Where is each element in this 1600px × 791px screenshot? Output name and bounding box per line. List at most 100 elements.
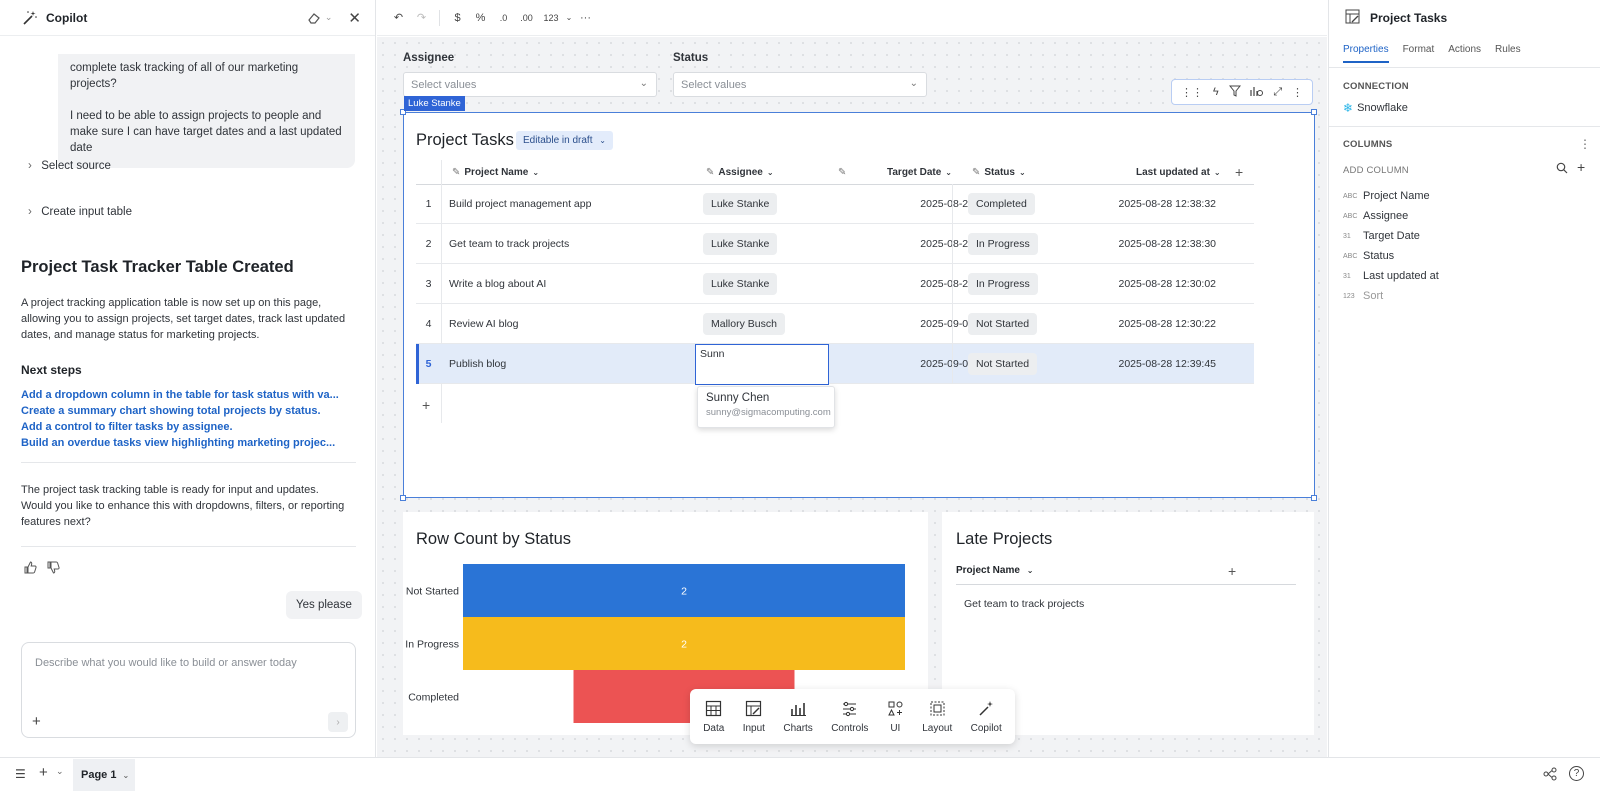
chart-bar[interactable] — [463, 617, 905, 670]
tab-actions[interactable]: Actions — [1448, 44, 1482, 55]
number-format-button[interactable]: 123 — [543, 12, 559, 23]
dock-ui-button[interactable]: UI — [887, 700, 904, 734]
cell-assignee[interactable]: Mallory Busch — [703, 304, 823, 344]
step-create-input-table[interactable]: › Create input table — [28, 206, 132, 218]
help-icon[interactable]: ? — [1569, 766, 1584, 781]
table-row[interactable]: 2 Get team to track projects Luke Stanke 20… — [416, 224, 1254, 264]
next-step-link[interactable]: Add a dropdown column in the table for t… — [21, 389, 339, 401]
more-vertical-icon[interactable]: ⋮ — [1292, 86, 1304, 99]
cell-status[interactable]: In Progress — [968, 224, 1088, 264]
status-filter-select[interactable]: Select values ⌄ — [673, 72, 927, 97]
decrease-decimal-button[interactable]: .0 — [499, 12, 508, 23]
table-row[interactable]: 5 Publish blog 2025-09-03 Not Started 2025-0… — [416, 344, 1254, 384]
cell-target-date[interactable]: 2025-08-26 — [836, 184, 974, 224]
row-number[interactable]: 4 — [416, 304, 441, 344]
tab-properties[interactable]: Properties — [1343, 44, 1389, 63]
chevron-down-icon[interactable]: ⌄ — [56, 766, 64, 776]
column-item-project-name[interactable]: ABC Project Name — [1343, 190, 1430, 202]
dock-input-button[interactable]: Input — [743, 700, 765, 734]
currency-format-button[interactable]: $ — [454, 11, 461, 24]
step-select-source[interactable]: › Select source — [28, 160, 111, 172]
assignee-suggestion[interactable]: Sunny Chen sunny@sigmacomputing.com — [697, 386, 835, 428]
lineage-icon[interactable] — [1543, 767, 1557, 784]
table-row[interactable]: 1 Build project management app Luke Stanke… — [416, 184, 1254, 224]
assignee-edit-input[interactable]: Sunn — [695, 344, 829, 385]
table-row[interactable]: 3 Write a blog about AI Luke Stanke 2025-08… — [416, 264, 1254, 304]
dock-charts-button[interactable]: Charts — [783, 700, 813, 734]
cell-project-name[interactable]: Write a blog about AI — [449, 264, 689, 304]
column-item-sort[interactable]: 123 Sort — [1343, 290, 1383, 302]
add-row-plus-icon[interactable]: + — [422, 397, 431, 413]
row-number[interactable]: 5 — [416, 344, 441, 384]
close-icon[interactable]: ✕ — [348, 9, 361, 27]
column-item-status[interactable]: ABC Status — [1343, 250, 1394, 262]
tab-format[interactable]: Format — [1402, 44, 1435, 55]
cell-target-date[interactable]: 2025-08-28 — [836, 264, 974, 304]
tab-rules[interactable]: Rules — [1495, 44, 1521, 55]
send-icon[interactable]: › — [328, 712, 348, 732]
cell-target-date[interactable]: 2025-09-02 — [836, 304, 974, 344]
undo-icon[interactable]: ↶ — [393, 12, 404, 24]
column-header-assignee[interactable]: ✎ Assignee ⌄ — [706, 160, 774, 184]
cell-assignee[interactable]: Luke Stanke — [703, 264, 823, 304]
add-chart-icon[interactable] — [1250, 85, 1264, 100]
dock-controls-button[interactable]: Controls — [831, 700, 868, 734]
resize-handle[interactable] — [1311, 109, 1317, 115]
chart-bar[interactable] — [463, 564, 905, 617]
thumbs-down-icon[interactable] — [47, 561, 60, 574]
dock-layout-button[interactable]: Layout — [922, 700, 952, 734]
drag-handle-icon[interactable]: ⋮⋮ — [1180, 86, 1203, 99]
cell-assignee[interactable]: Luke Stanke — [703, 184, 823, 224]
cell-assignee[interactable]: Luke Stanke — [703, 224, 823, 264]
next-step-link[interactable]: Add a control to filter tasks by assigne… — [21, 421, 233, 433]
assignee-filter-select[interactable]: Select values ⌄ — [403, 72, 657, 97]
expand-icon[interactable]: ⤢ — [1273, 85, 1283, 98]
add-column-label[interactable]: ADD COLUMN — [1343, 165, 1409, 176]
add-column-plus-icon[interactable]: + — [1577, 159, 1586, 175]
cell-target-date[interactable]: 2025-08-27 — [836, 224, 974, 264]
late-project-row[interactable]: Get team to track projects — [964, 598, 1085, 610]
dock-data-button[interactable]: Data — [703, 700, 724, 734]
cell-last-updated[interactable]: 2025-08-28 12:30:02 — [1088, 264, 1217, 304]
editable-badge[interactable]: Editable in draft ⌄ — [516, 131, 613, 150]
copilot-prompt-input[interactable]: Describe what you would like to build or… — [21, 642, 356, 738]
cell-last-updated[interactable]: 2025-08-28 12:30:22 — [1088, 304, 1217, 344]
lightning-icon[interactable]: ϟ — [1212, 86, 1219, 98]
next-step-link[interactable]: Create a summary chart showing total pro… — [21, 405, 321, 417]
more-options-button[interactable]: ··· — [580, 11, 591, 24]
column-item-last-updated[interactable]: 31 Last updated at — [1343, 270, 1439, 282]
cell-status[interactable]: Completed — [968, 184, 1088, 224]
add-column-plus-icon[interactable]: + — [1235, 164, 1244, 180]
cell-last-updated[interactable]: 2025-08-28 12:38:32 — [1088, 184, 1217, 224]
table-row[interactable]: 4 Review AI blog Mallory Busch 2025-09-02 No… — [416, 304, 1254, 344]
connection-value[interactable]: ❄ Snowflake — [1343, 101, 1408, 115]
filter-icon[interactable] — [1228, 85, 1241, 100]
resize-handle[interactable] — [400, 495, 406, 501]
page-list-icon[interactable]: ☰ — [15, 767, 26, 781]
late-column-header[interactable]: Project Name ⌄ — [956, 565, 1033, 576]
row-number[interactable]: 1 — [416, 184, 441, 224]
column-edit-pencil[interactable]: ✎ — [838, 160, 846, 184]
chevron-down-icon[interactable]: ⌄ — [324, 12, 333, 22]
search-icon[interactable] — [1556, 162, 1568, 177]
eraser-icon[interactable] — [307, 11, 321, 25]
cell-last-updated[interactable]: 2025-08-28 12:38:30 — [1088, 224, 1217, 264]
thumbs-up-icon[interactable] — [24, 561, 37, 574]
redo-icon[interactable]: ↷ — [416, 12, 427, 24]
column-header-status[interactable]: ✎ Status ⌄ — [972, 160, 1026, 184]
resize-handle[interactable] — [1311, 495, 1317, 501]
column-header-last-updated[interactable]: Last updated at ⌄ — [1136, 160, 1221, 184]
percent-format-button[interactable]: % — [475, 11, 486, 24]
row-number[interactable]: 2 — [416, 224, 441, 264]
resize-handle[interactable] — [400, 109, 406, 115]
column-item-assignee[interactable]: ABC Assignee — [1343, 210, 1408, 222]
cell-project-name[interactable]: Build project management app — [449, 184, 689, 224]
attach-plus-icon[interactable]: + — [32, 713, 41, 730]
row-number[interactable]: 3 — [416, 264, 441, 304]
more-vertical-icon[interactable]: ⋮ — [1579, 137, 1591, 151]
project-tasks-table-card[interactable] — [403, 112, 1315, 498]
next-step-link[interactable]: Build an overdue tasks view highlighting… — [21, 437, 336, 449]
add-page-plus-icon[interactable]: + — [39, 764, 48, 781]
column-item-target-date[interactable]: 31 Target Date — [1343, 230, 1420, 242]
cell-project-name[interactable]: Review AI blog — [449, 304, 689, 344]
